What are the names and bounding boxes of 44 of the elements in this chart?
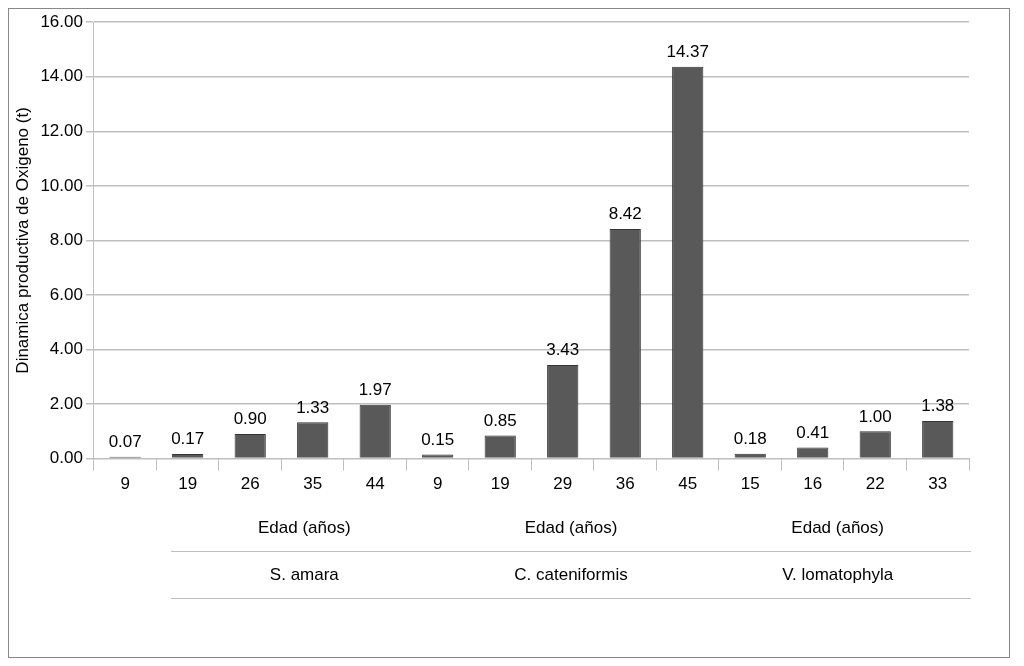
data-label: 0.18 xyxy=(733,428,767,448)
x-tick-label: 16 xyxy=(803,474,823,494)
x-tick-label: 22 xyxy=(865,474,885,494)
y-tick-label: 10.00 xyxy=(40,175,83,195)
data-label: 0.41 xyxy=(796,422,830,442)
x-tick-label: 33 xyxy=(928,474,948,494)
y-tick-label: 4.00 xyxy=(49,339,83,359)
data-label: 0.17 xyxy=(171,429,205,449)
x-tick-label: 15 xyxy=(740,474,760,494)
y-tick-label: 0.00 xyxy=(49,448,83,468)
data-label: 14.37 xyxy=(666,41,709,61)
y-tick-label: 14.00 xyxy=(40,66,83,86)
data-label: 0.85 xyxy=(483,410,517,430)
y-tick-label: 2.00 xyxy=(49,393,83,413)
text: Edad (años) xyxy=(257,518,352,538)
data-label: 0.07 xyxy=(108,431,142,451)
x-tick-label: 9 xyxy=(120,474,130,494)
x-tick-label: 35 xyxy=(303,474,323,494)
text: C. cateniformis xyxy=(513,565,629,585)
data-label: 0.15 xyxy=(421,429,455,449)
x-tick-label: 44 xyxy=(365,474,385,494)
data-label: 8.42 xyxy=(608,204,642,224)
x-tick-label: 9 xyxy=(432,474,443,494)
y-axis-title: Dinamica productiva de Oxigeno (t) xyxy=(12,107,32,374)
x-tick-label: 26 xyxy=(240,474,260,494)
y-tick-label: 8.00 xyxy=(49,230,83,250)
data-label: 1.97 xyxy=(358,380,392,400)
x-tick-label: 19 xyxy=(178,474,198,494)
text: V. lomatophyla xyxy=(781,565,895,585)
y-tick-label: 6.00 xyxy=(49,284,83,304)
text: Edad (años) xyxy=(523,518,619,538)
data-label: 1.38 xyxy=(921,396,955,416)
data-label: 0.90 xyxy=(233,409,267,429)
x-tick-label: 29 xyxy=(553,474,573,494)
data-label: 1.33 xyxy=(296,397,330,417)
x-tick-label: 36 xyxy=(615,474,635,494)
y-tick-label: 12.00 xyxy=(40,120,83,140)
data-label: 3.43 xyxy=(546,340,580,360)
text: Edad (años) xyxy=(790,518,885,538)
y-tick-label: 16.00 xyxy=(40,11,83,31)
text: S. amara xyxy=(268,565,340,585)
x-tick-label: 45 xyxy=(678,474,698,494)
data-label: 1.00 xyxy=(858,406,892,426)
x-tick-label: 19 xyxy=(490,474,510,494)
